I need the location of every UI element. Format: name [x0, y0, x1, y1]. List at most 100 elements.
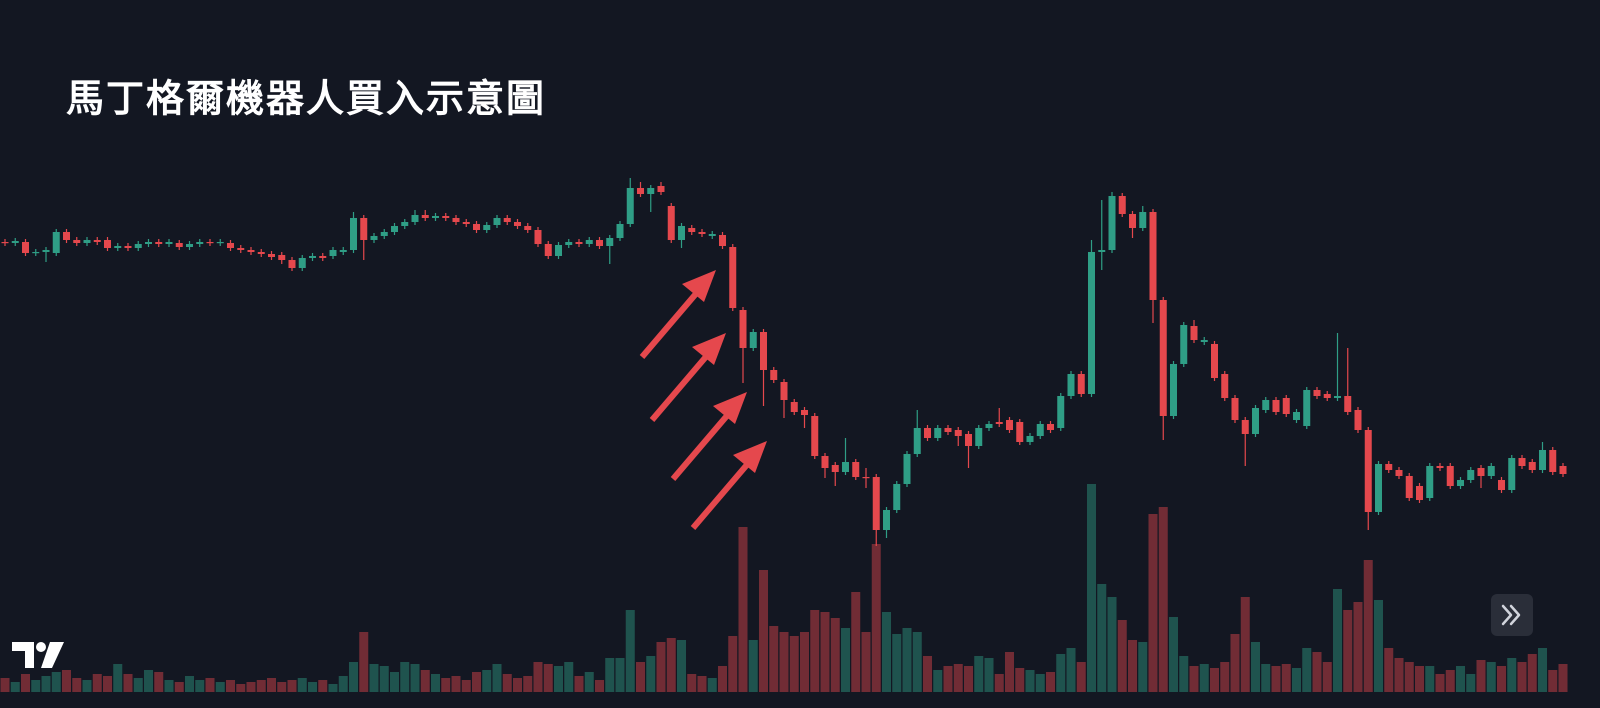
candle-body	[339, 250, 347, 252]
scroll-button[interactable]	[1491, 594, 1533, 636]
volume-bar	[21, 674, 30, 692]
volume-bar	[1456, 666, 1465, 692]
volume-bar	[820, 612, 830, 692]
volume-bar	[625, 610, 635, 692]
candle-body	[391, 226, 398, 232]
volume-bar	[1425, 666, 1435, 692]
volume-bar	[554, 666, 563, 692]
candle-body	[1446, 466, 1454, 486]
candle-body	[186, 244, 193, 247]
candle-body	[995, 422, 1003, 424]
candle-body	[1282, 398, 1290, 414]
volume-bar	[748, 640, 758, 692]
volume-bar	[564, 662, 574, 692]
candle-body	[452, 218, 460, 222]
arrow	[649, 333, 726, 422]
volume-bar	[113, 664, 123, 692]
volume-bar	[1271, 666, 1281, 692]
candle-body	[616, 224, 624, 238]
candle-body	[216, 242, 224, 244]
annotation-arrows	[639, 270, 767, 530]
candle-body	[626, 188, 634, 224]
candle-body	[104, 240, 111, 248]
volume-bar	[1251, 642, 1260, 692]
candle-body	[1334, 396, 1341, 398]
volume-bar	[1220, 662, 1230, 692]
volume-bar	[697, 676, 707, 692]
volume-bar	[267, 678, 276, 692]
volume-bar	[882, 612, 891, 692]
volume-bar	[1199, 664, 1209, 692]
candle-body	[493, 218, 501, 225]
candle-body	[1487, 466, 1495, 476]
candle-body	[944, 428, 952, 432]
candle-body	[32, 252, 40, 254]
volume-bar	[349, 662, 358, 692]
candle-body	[954, 430, 962, 436]
volume-bar	[574, 676, 584, 692]
volume-bar	[1548, 670, 1558, 692]
volume-bar	[369, 664, 379, 692]
volume-bar	[1066, 648, 1076, 692]
volume-bar	[1189, 666, 1199, 692]
volume-bar	[51, 672, 61, 692]
volume-bar	[1527, 654, 1537, 692]
volume-bar	[687, 674, 697, 692]
volume-bar	[62, 670, 71, 692]
volume-bar	[195, 680, 205, 692]
volume-bar	[769, 626, 779, 692]
volume-bar	[1148, 514, 1158, 692]
candle-body	[401, 222, 409, 226]
candle-body	[1, 242, 9, 244]
volume-bar	[1169, 617, 1178, 692]
volume-bar	[851, 592, 861, 692]
candle-body	[432, 216, 439, 218]
volume-bar	[1076, 662, 1086, 692]
candle-body	[1539, 450, 1546, 470]
candle-body	[196, 242, 204, 244]
candle-body	[268, 254, 275, 257]
volume-bar	[789, 636, 799, 692]
volume-bar	[502, 674, 512, 692]
candle-body	[708, 234, 716, 236]
candle-body	[380, 232, 388, 236]
candle-body	[647, 188, 655, 194]
candle-body	[503, 218, 511, 222]
volume-bar	[308, 682, 317, 692]
volume-bar	[0, 678, 10, 692]
candle-body	[1139, 212, 1147, 228]
candle-body	[227, 243, 234, 248]
candle-body	[1477, 468, 1485, 476]
candle-body	[1211, 344, 1218, 378]
volume-bar	[144, 670, 153, 692]
candle-body	[298, 258, 306, 268]
chart-title: 馬丁格爾機器人買入示意圖	[66, 77, 546, 121]
volume-bar	[841, 628, 850, 692]
volume-bar	[830, 618, 840, 692]
candle-body	[165, 242, 173, 244]
candle-body	[749, 332, 757, 348]
volume-bar	[1404, 662, 1414, 692]
volume-bar	[205, 678, 215, 692]
candle-body	[93, 240, 101, 242]
candle-body	[657, 186, 665, 192]
volume-bar	[718, 666, 727, 692]
candle-body	[206, 242, 214, 244]
volume-bar	[605, 658, 615, 692]
candle-body	[1467, 470, 1475, 480]
candle-body	[924, 428, 931, 438]
volume-bar	[41, 676, 51, 692]
volume-bar	[1025, 670, 1035, 692]
candle-body	[1129, 214, 1136, 228]
candle-body	[1508, 458, 1516, 490]
candle-body	[350, 218, 357, 250]
candle-body	[842, 462, 849, 472]
candle-body	[134, 244, 142, 248]
arrow	[639, 270, 716, 359]
candle-body	[1200, 340, 1208, 342]
volume-bar	[82, 680, 92, 692]
volume-bar	[1384, 648, 1394, 692]
volume-bar	[543, 664, 553, 692]
volume-bar	[1240, 597, 1250, 692]
volume-bar	[461, 680, 471, 692]
